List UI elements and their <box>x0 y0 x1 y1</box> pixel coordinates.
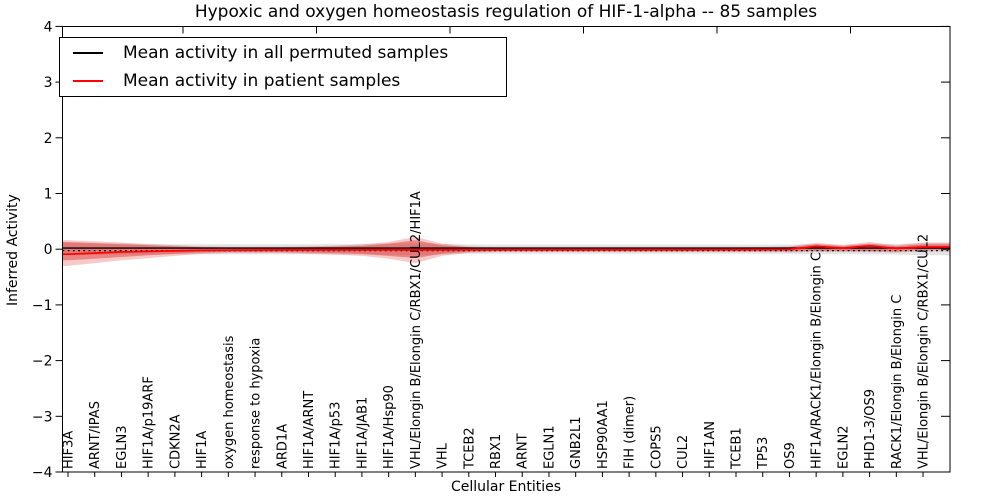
x-category-label: OS9 <box>783 442 798 469</box>
legend-label: Mean activity in all permuted samples <box>123 43 449 63</box>
x-category-label: HIF1A/JAB1 <box>355 397 370 469</box>
chart-title: Hypoxic and oxygen homeostasis regulatio… <box>194 2 818 22</box>
x-category-label: COPS5 <box>649 425 664 469</box>
x-category-label: CUL2 <box>676 435 691 469</box>
y-axis-label: Inferred Activity <box>5 194 21 306</box>
x-category-label: CDKN2A <box>168 414 183 469</box>
x-category-label: PHD1-3/OS9 <box>863 389 878 469</box>
x-category-label: HIF1A/p53 <box>329 402 344 469</box>
x-category-label: HSP90AA1 <box>596 400 611 469</box>
y-tick-label: −1 <box>32 298 53 314</box>
x-category-label: EGLN2 <box>836 425 851 469</box>
legend-entry-patient: Mean activity in patient samples <box>60 67 400 95</box>
y-tick-label: −3 <box>32 409 53 425</box>
x-category-label: TCEB2 <box>462 427 477 470</box>
x-category-label: HIF1A <box>195 431 210 469</box>
x-category-label: ARD1A <box>275 424 290 469</box>
x-category-label: VHL/Elongin B/Elongin C/RBX1/CUL2 <box>917 234 932 469</box>
x-category-label: TP53 <box>756 437 771 470</box>
x-category-label: oxygen homeostasis <box>222 335 237 469</box>
x-category-label: HIF1AN <box>703 421 718 469</box>
x-category-label: EGLN1 <box>542 425 557 469</box>
y-tick-label: −4 <box>32 465 53 481</box>
y-tick-label: −2 <box>32 354 53 370</box>
legend-line-sample-red <box>73 80 103 82</box>
legend-line-sample-black <box>73 52 103 54</box>
x-category-label: VHL <box>436 442 451 469</box>
x-category-label: HIF1A/RACK1/Elongin B/Elongin C <box>810 252 825 469</box>
x-category-label: HIF3A <box>62 431 77 469</box>
x-category-label: HIF1A/Hsp90 <box>382 385 397 469</box>
x-category-label: TCEB1 <box>730 427 745 470</box>
x-category-label: EGLN3 <box>115 425 130 469</box>
y-tick-label: 4 <box>44 19 53 35</box>
x-category-label: RACK1/Elongin B/Elongin C <box>890 295 905 469</box>
legend-entry-permuted: Mean activity in all permuted samples <box>60 39 448 67</box>
y-tick-label: 3 <box>44 75 53 91</box>
legend-label: Mean activity in patient samples <box>123 71 401 91</box>
y-tick-label: 0 <box>44 242 53 258</box>
x-category-label: VHL/Elongin B/Elongin C/RBX1/CUL2/HIF1A <box>409 191 424 469</box>
x-category-label: GNB2L1 <box>569 416 584 469</box>
patient-mean-line <box>62 245 950 256</box>
x-category-label: response to hypoxia <box>249 338 264 469</box>
legend-box: Mean activity in all permuted samples Me… <box>59 37 507 97</box>
y-tick-label: 1 <box>44 187 53 203</box>
x-category-label: HIF1A/p19ARF <box>142 376 157 469</box>
x-category-label: HIF1A/ARNT <box>302 391 317 469</box>
x-category-label: ARNT <box>516 433 531 469</box>
y-tick-label: 2 <box>44 131 53 147</box>
x-category-label: FIH (dimer) <box>623 396 638 469</box>
patient-spread-outer-band <box>62 236 950 266</box>
x-category-label: RBX1 <box>489 434 504 469</box>
x-category-label: ARNT/IPAS <box>88 401 103 469</box>
x-axis-label: Cellular Entities <box>450 479 562 495</box>
